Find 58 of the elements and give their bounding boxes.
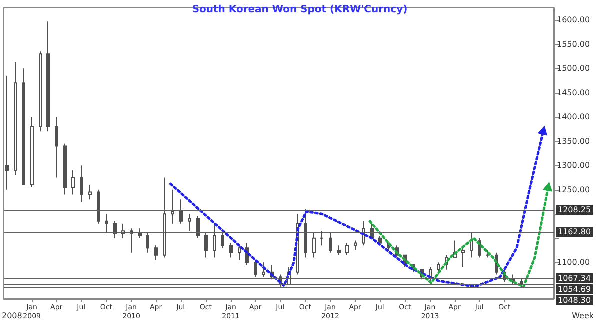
candlestick: [461, 248, 465, 268]
candlestick: [188, 214, 191, 232]
candlestick: [14, 62, 17, 176]
candlestick: [138, 228, 142, 239]
candlestick: [80, 165, 83, 202]
y-tick-label: 1500.00: [557, 64, 590, 74]
candlestick: [163, 177, 166, 258]
candlestick: [437, 262, 440, 276]
y-tick-label: 1600.00: [557, 16, 590, 25]
candlestick: [71, 170, 75, 196]
candlestick: [97, 189, 100, 224]
y-tick-label: 1250.00: [557, 185, 590, 194]
candlestick: [5, 75, 9, 190]
candlestick: [39, 51, 42, 132]
candlestick: [105, 214, 108, 234]
candlestick: [171, 189, 174, 224]
candlestick: [146, 233, 149, 254]
candlestick: [22, 68, 25, 186]
candlestick: [221, 230, 224, 249]
y-tick-label: 1100.00: [557, 258, 590, 268]
ref-line-label: 1067.34: [558, 274, 592, 283]
y-tick-label: 1300.00: [557, 161, 590, 170]
candlestick: [520, 278, 523, 288]
ref-line-label: 1208.25: [558, 206, 592, 215]
candlestick: [254, 260, 257, 278]
candlestick: [213, 223, 216, 258]
y-tick-label: 1550.00: [557, 40, 590, 49]
candlestick: [329, 233, 332, 254]
candlestick: [304, 208, 307, 258]
candlestick: [486, 250, 490, 258]
candlestick: [262, 262, 265, 278]
text: Week: [572, 312, 594, 320]
candlestick: [46, 21, 50, 132]
ref-line-label: 1162.80: [558, 228, 592, 237]
candlestick: [55, 116, 58, 178]
y-tick-label: 1450.00: [557, 88, 590, 98]
candlestick: [337, 245, 341, 256]
candlestick: [229, 242, 233, 258]
text: 2008: [2, 312, 22, 320]
candlestick: [354, 240, 357, 251]
candlestick: [345, 242, 349, 256]
candlestick: [179, 199, 183, 224]
ref-line-label: 1054.69: [558, 284, 592, 294]
y-tick-label: 1400.00: [557, 112, 590, 122]
y-tick-label: 1350.00: [557, 136, 590, 146]
candlestick: [238, 245, 241, 261]
ref-line-label: 1048.30: [558, 296, 592, 305]
candlestick: [30, 116, 34, 188]
candlestick: [154, 245, 158, 261]
candlestick: [320, 230, 324, 246]
candlestick: [130, 228, 133, 254]
candlestick: [470, 232, 473, 258]
candlestick: [113, 220, 117, 239]
candlestick: [88, 184, 92, 200]
candlestick: [312, 233, 316, 258]
candlestick: [196, 216, 200, 239]
candlestick: [204, 233, 208, 258]
candlestick: [63, 143, 67, 196]
